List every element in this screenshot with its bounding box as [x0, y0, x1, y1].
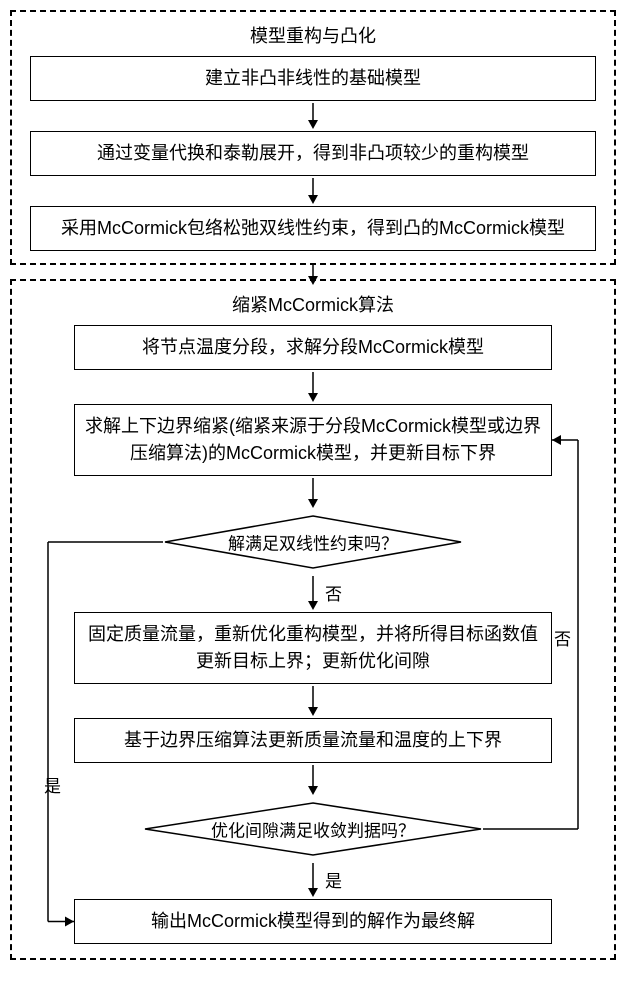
arrow-icon [10, 263, 616, 285]
diamond2-text: 优化间隙满足收敛判据吗？ [211, 817, 415, 842]
arrow-icon [24, 103, 602, 129]
box-s1-3: 采用McCormick包络松弛双线性约束，得到凸的McCormick模型 [30, 206, 596, 251]
box-s2-3: 固定质量流量，重新优化重构模型，并将所得目标函数值更新目标上界；更新优化间隙 [74, 612, 552, 684]
label-no-2: 否 [554, 625, 571, 650]
box-s2-1: 将节点温度分段，求解分段McCormick模型 [74, 325, 552, 370]
label-yes-2: 是 [325, 867, 342, 892]
arrow-icon [24, 372, 602, 402]
section-tightening-algorithm: 缩紧McCormick算法 将节点温度分段，求解分段McCormick模型 求解… [10, 279, 616, 960]
diamond1-text: 解满足双线性约束吗？ [228, 530, 398, 555]
box-s2-5: 输出McCormick模型得到的解作为最终解 [74, 899, 552, 944]
diamond-decision-2: 优化间隙满足收敛判据吗？ [143, 801, 483, 857]
flow-container: 将节点温度分段，求解分段McCormick模型 求解上下边界缩紧(缩紧来源于分段… [24, 325, 602, 944]
arrow-icon: 是 [24, 863, 602, 897]
arrow-icon [24, 178, 602, 204]
arrow-icon [24, 686, 602, 716]
label-yes-1: 是 [44, 772, 61, 797]
section-model-reconstruction: 模型重构与凸化 建立非凸非线性的基础模型 通过变量代换和泰勒展开，得到非凸项较少… [10, 10, 616, 265]
section1-title: 模型重构与凸化 [24, 22, 602, 48]
diamond-decision-1: 解满足双线性约束吗？ [163, 514, 463, 570]
box-s2-4: 基于边界压缩算法更新质量流量和温度的上下界 [74, 718, 552, 763]
arrow-icon [24, 478, 602, 508]
arrow-icon [24, 765, 602, 795]
box-s1-2: 通过变量代换和泰勒展开，得到非凸项较少的重构模型 [30, 131, 596, 176]
box-s1-1: 建立非凸非线性的基础模型 [30, 56, 596, 101]
arrow-icon: 否 [24, 576, 602, 610]
box-s2-2: 求解上下边界缩紧(缩紧来源于分段McCormick模型或边界压缩算法)的McCo… [74, 404, 552, 476]
section2-title: 缩紧McCormick算法 [24, 291, 602, 317]
label-no-1: 否 [325, 580, 342, 605]
